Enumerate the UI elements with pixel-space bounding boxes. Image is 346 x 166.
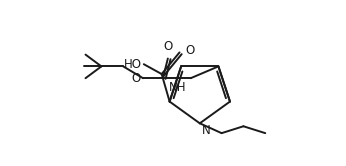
Text: O: O — [163, 40, 172, 53]
Text: HO: HO — [124, 58, 142, 71]
Text: NH: NH — [169, 81, 187, 94]
Text: O: O — [185, 44, 195, 57]
Text: O: O — [132, 72, 141, 85]
Text: N: N — [202, 124, 210, 137]
